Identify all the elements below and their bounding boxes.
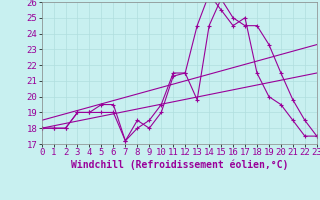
X-axis label: Windchill (Refroidissement éolien,°C): Windchill (Refroidissement éolien,°C) bbox=[70, 160, 288, 170]
